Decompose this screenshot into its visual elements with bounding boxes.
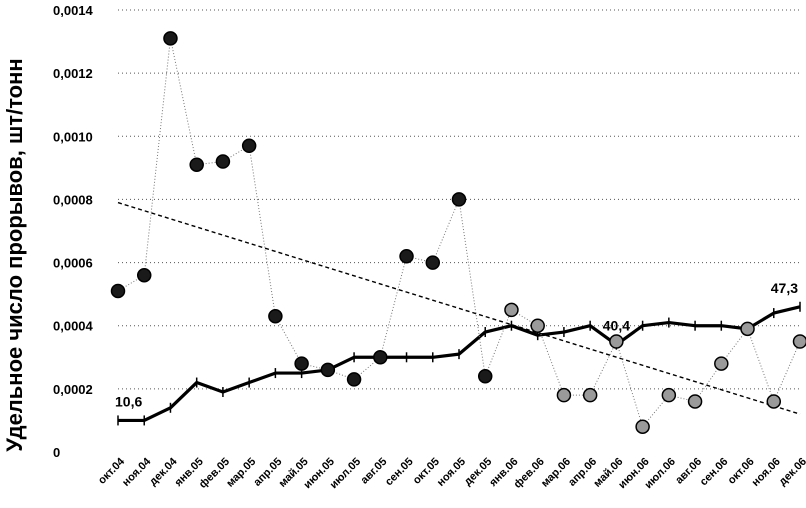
data-point <box>189 157 204 172</box>
data-point <box>609 334 624 349</box>
data-point <box>477 368 493 384</box>
data-point <box>163 31 178 46</box>
data-point <box>451 192 467 207</box>
data-point <box>714 356 729 371</box>
data-point <box>241 138 257 154</box>
y-tick-label: 0,0008 <box>53 192 93 207</box>
scatter-connector <box>484 309 512 377</box>
data-point <box>320 362 336 378</box>
scatter-connector <box>143 38 171 276</box>
data-point <box>582 387 598 403</box>
trend-line <box>117 201 801 415</box>
scatter-connector <box>432 199 460 263</box>
data-point <box>740 321 755 337</box>
x-axis-ticks: окт.04ноя.04дек.04янв.05фев.05мар.05апр.… <box>96 455 806 491</box>
data-point <box>110 283 126 299</box>
scatter-connector <box>117 274 145 292</box>
data-point <box>215 154 231 169</box>
scatter-connector <box>379 256 408 358</box>
data-point <box>556 387 572 403</box>
x-tick-label: дек.06 <box>777 456 806 488</box>
data-point <box>792 334 806 349</box>
y-tick-label: 0,0006 <box>53 256 93 271</box>
data-point <box>425 255 441 270</box>
y-tick-label: 0,0012 <box>53 66 93 81</box>
y-tick-label: 0 <box>53 445 60 460</box>
data-point <box>635 419 650 434</box>
data-point <box>399 249 414 264</box>
x-tick-label: ноя.04 <box>120 455 154 489</box>
data-point <box>504 302 519 318</box>
annotations: 10,6 40,4 47,3 <box>115 280 798 410</box>
y-tick-label: 0,0004 <box>53 319 94 334</box>
data-point <box>373 350 388 365</box>
data-point <box>687 394 703 409</box>
y-tick-label: 0,0014 <box>53 3 94 18</box>
trend-line-path <box>117 201 801 415</box>
data-point <box>346 372 362 387</box>
y-axis-label: Удельное число прорывов, шт/тонн <box>2 58 27 451</box>
scatter-connector <box>537 325 565 396</box>
scatter-connector <box>720 328 748 364</box>
monthly-points <box>110 31 806 434</box>
y-tick-label: 0,0010 <box>53 129 93 144</box>
x-tick-label: сен.05 <box>383 456 416 489</box>
scatter-connector <box>615 341 644 427</box>
data-point <box>766 394 782 409</box>
scatter-connector <box>747 328 775 402</box>
data-point <box>136 267 152 283</box>
scatter-connector <box>589 341 617 396</box>
x-tick-label: сен.06 <box>698 456 731 489</box>
annotation-label: 47,3 <box>771 280 798 296</box>
scatter-connector <box>274 316 303 364</box>
scatter-connector <box>248 145 276 317</box>
data-point <box>661 387 677 403</box>
data-point <box>294 356 309 371</box>
x-tick-label: ноя.06 <box>750 456 783 489</box>
annotation-label: 10,6 <box>115 393 142 409</box>
x-tick-label: мар.05 <box>224 456 258 490</box>
y-axis-ticks: 0 0,0002 0,0004 0,0006 0,0008 0,0010 0,0012 0,0… <box>53 3 94 460</box>
scatter-connector <box>169 38 198 165</box>
scatter-connector <box>511 309 538 327</box>
data-point <box>268 308 283 324</box>
scatter-connector <box>773 341 801 402</box>
x-tick-label: ноя.05 <box>435 456 468 489</box>
y-tick-label: 0,0002 <box>53 382 93 397</box>
data-point <box>530 318 545 333</box>
scatter-connector <box>222 145 250 162</box>
x-tick-label: мар.06 <box>539 456 573 490</box>
annotation-label: 40,4 <box>603 318 630 334</box>
